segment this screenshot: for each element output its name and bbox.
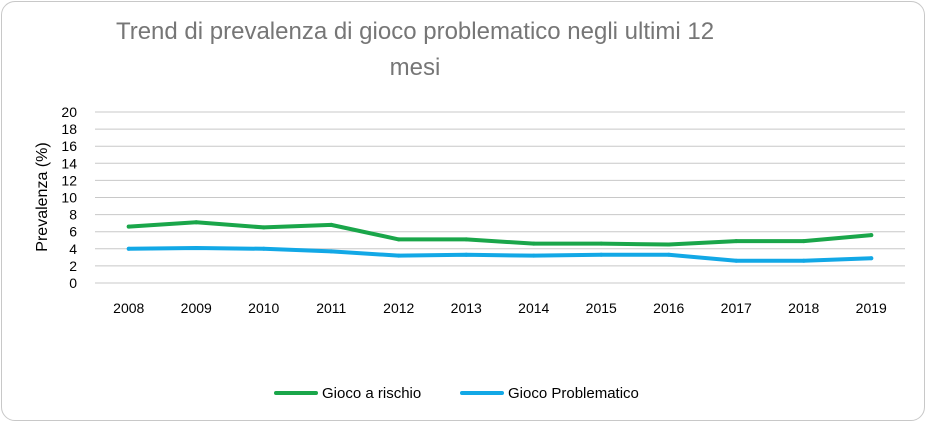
data-point [194,220,199,225]
x-tick-label: 2008 [113,300,144,316]
legend-item: Gioco a rischio [274,385,421,402]
x-tick-label: 2018 [788,300,819,316]
y-tick-label: 2 [69,258,77,274]
series-1 [126,245,874,263]
y-tick-label: 14 [61,155,77,171]
data-point [194,245,199,250]
data-point [126,246,131,251]
data-point [261,225,266,230]
gridlines [95,111,905,284]
y-tick-label: 6 [69,224,77,240]
x-tick-label: 2012 [383,300,414,316]
data-point [801,258,806,263]
data-point [396,253,401,258]
data-point [329,249,334,254]
data-point [531,241,536,246]
legend: Gioco a rischio Gioco Problematico [274,385,639,402]
data-point [869,256,874,261]
data-point [666,252,671,257]
series-0 [126,220,874,247]
data-point [599,241,604,246]
x-axis-ticks: 2008 2009 2010 2011 2012 2013 2014 2015 2016 2017… [113,300,887,316]
y-axis-label: Prevalenza (%) [34,142,51,251]
y-tick-label: 4 [69,241,77,257]
data-point [599,252,604,257]
legend-label: Gioco a rischio [322,385,421,402]
x-tick-label: 2017 [721,300,752,316]
x-tick-label: 2014 [518,300,549,316]
chart-title: Trend di prevalenza di gioco problematic… [115,18,715,81]
y-tick-label: 18 [61,121,77,137]
data-point [261,246,266,251]
y-tick-label: 12 [61,172,77,188]
data-point [464,237,469,242]
data-point [329,222,334,227]
series-line [126,220,874,247]
data-point [531,253,536,258]
series-line [126,245,874,263]
y-tick-label: 8 [69,207,77,223]
data-point [396,237,401,242]
data-point [869,233,874,238]
y-tick-label: 20 [61,104,77,120]
data-point [734,258,739,263]
x-tick-label: 2009 [181,300,212,316]
y-tick-label: 16 [61,138,77,154]
x-tick-label: 2010 [248,300,279,316]
data-point [734,239,739,244]
legend-item: Gioco Problematico [460,385,639,402]
y-tick-label: 10 [61,190,77,206]
legend-label: Gioco Problematico [508,385,639,402]
x-tick-label: 2015 [586,300,617,316]
data-point [666,242,671,247]
series-lines [126,220,874,263]
y-tick-label: 0 [69,275,77,291]
x-tick-label: 2016 [653,300,684,316]
x-tick-label: 2019 [856,300,887,316]
x-tick-label: 2011 [316,300,346,316]
data-point [801,239,806,244]
data-point [126,224,131,229]
x-tick-label: 2013 [451,300,482,316]
data-point [464,252,469,257]
